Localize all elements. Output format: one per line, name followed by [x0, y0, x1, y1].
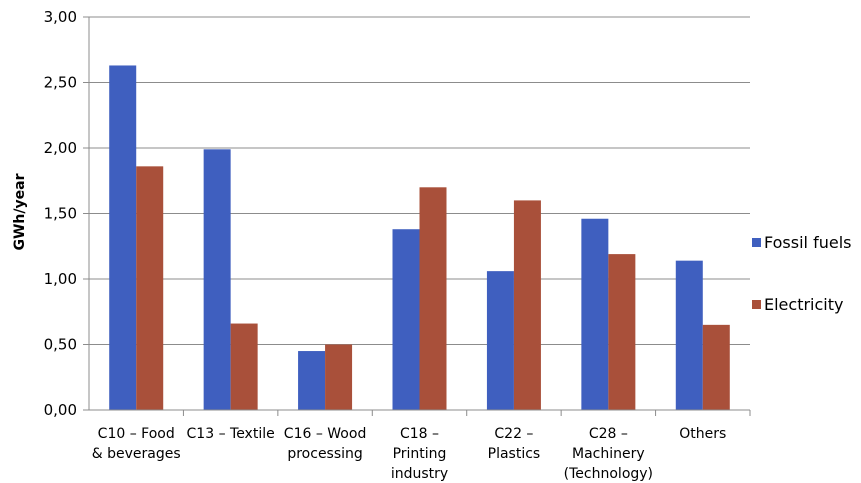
x-category-label-line: C13 – Textile [187, 426, 275, 442]
y-tick-label: 0,00 [44, 401, 77, 419]
legend-swatch [752, 238, 761, 247]
x-category-label-line: C18 – [400, 426, 439, 442]
bar [675, 260, 703, 410]
y-tick-label: 2,50 [44, 74, 77, 92]
legend-label: Fossil fuels [764, 233, 851, 252]
bar [136, 166, 164, 410]
bar [230, 323, 258, 410]
y-tick-label: 3,00 [44, 8, 77, 26]
x-category-label-line: C10 – Food [98, 426, 175, 442]
bar [581, 218, 609, 410]
bar [419, 187, 447, 410]
x-category-label-line: C22 – [494, 426, 533, 442]
x-category-label-line: (Technology) [564, 466, 653, 482]
x-category-label-line: Others [679, 426, 726, 442]
x-category-label-line: C16 – Wood [284, 426, 367, 442]
y-tick-labels: 0,00 0,50 1,00 1,50 2,00 2,50 3,00 [44, 8, 77, 419]
x-category-label: C13 – Textile [187, 426, 275, 442]
y-tick-label: 2,00 [44, 139, 77, 157]
x-category-label: C28 – Machinery (Technology) [564, 426, 653, 482]
bar [608, 254, 636, 410]
legend: Fossil fuels Electricity [752, 233, 851, 314]
bar [513, 200, 541, 410]
x-category-label: C16 – Wood processing [284, 426, 367, 462]
bar [203, 149, 231, 410]
x-category-label-line: Plastics [488, 446, 541, 462]
x-category-label: C10 – Food & beverages [92, 426, 181, 462]
bars [109, 65, 730, 410]
bar [298, 351, 326, 410]
x-category-label: C18 – Printing industry [391, 426, 448, 482]
y-tick-label: 0,50 [44, 336, 77, 354]
x-category-label-line: processing [287, 446, 362, 462]
x-category-label-line: C28 – [589, 426, 628, 442]
legend-swatch [752, 300, 761, 309]
bar [392, 229, 420, 410]
x-category-label: Others [679, 426, 726, 442]
bar [325, 344, 353, 410]
x-category-label-line: Printing [393, 446, 447, 462]
bar [702, 324, 730, 410]
y-tick-label: 1,50 [44, 205, 77, 223]
y-tick-label: 1,00 [44, 270, 77, 288]
axes [83, 16, 751, 416]
x-category-label-line: & beverages [92, 446, 181, 462]
x-category-label-line: industry [391, 466, 448, 482]
legend-label: Electricity [764, 295, 843, 314]
x-category-labels: C10 – Food & beverages C13 – Textile C16 – … [92, 426, 727, 482]
y-axis-label: GWh/year [12, 173, 28, 250]
bar [486, 271, 514, 410]
bar [109, 65, 137, 410]
x-category-label: C22 – Plastics [488, 426, 541, 462]
x-category-label-line: Machinery [572, 446, 645, 462]
